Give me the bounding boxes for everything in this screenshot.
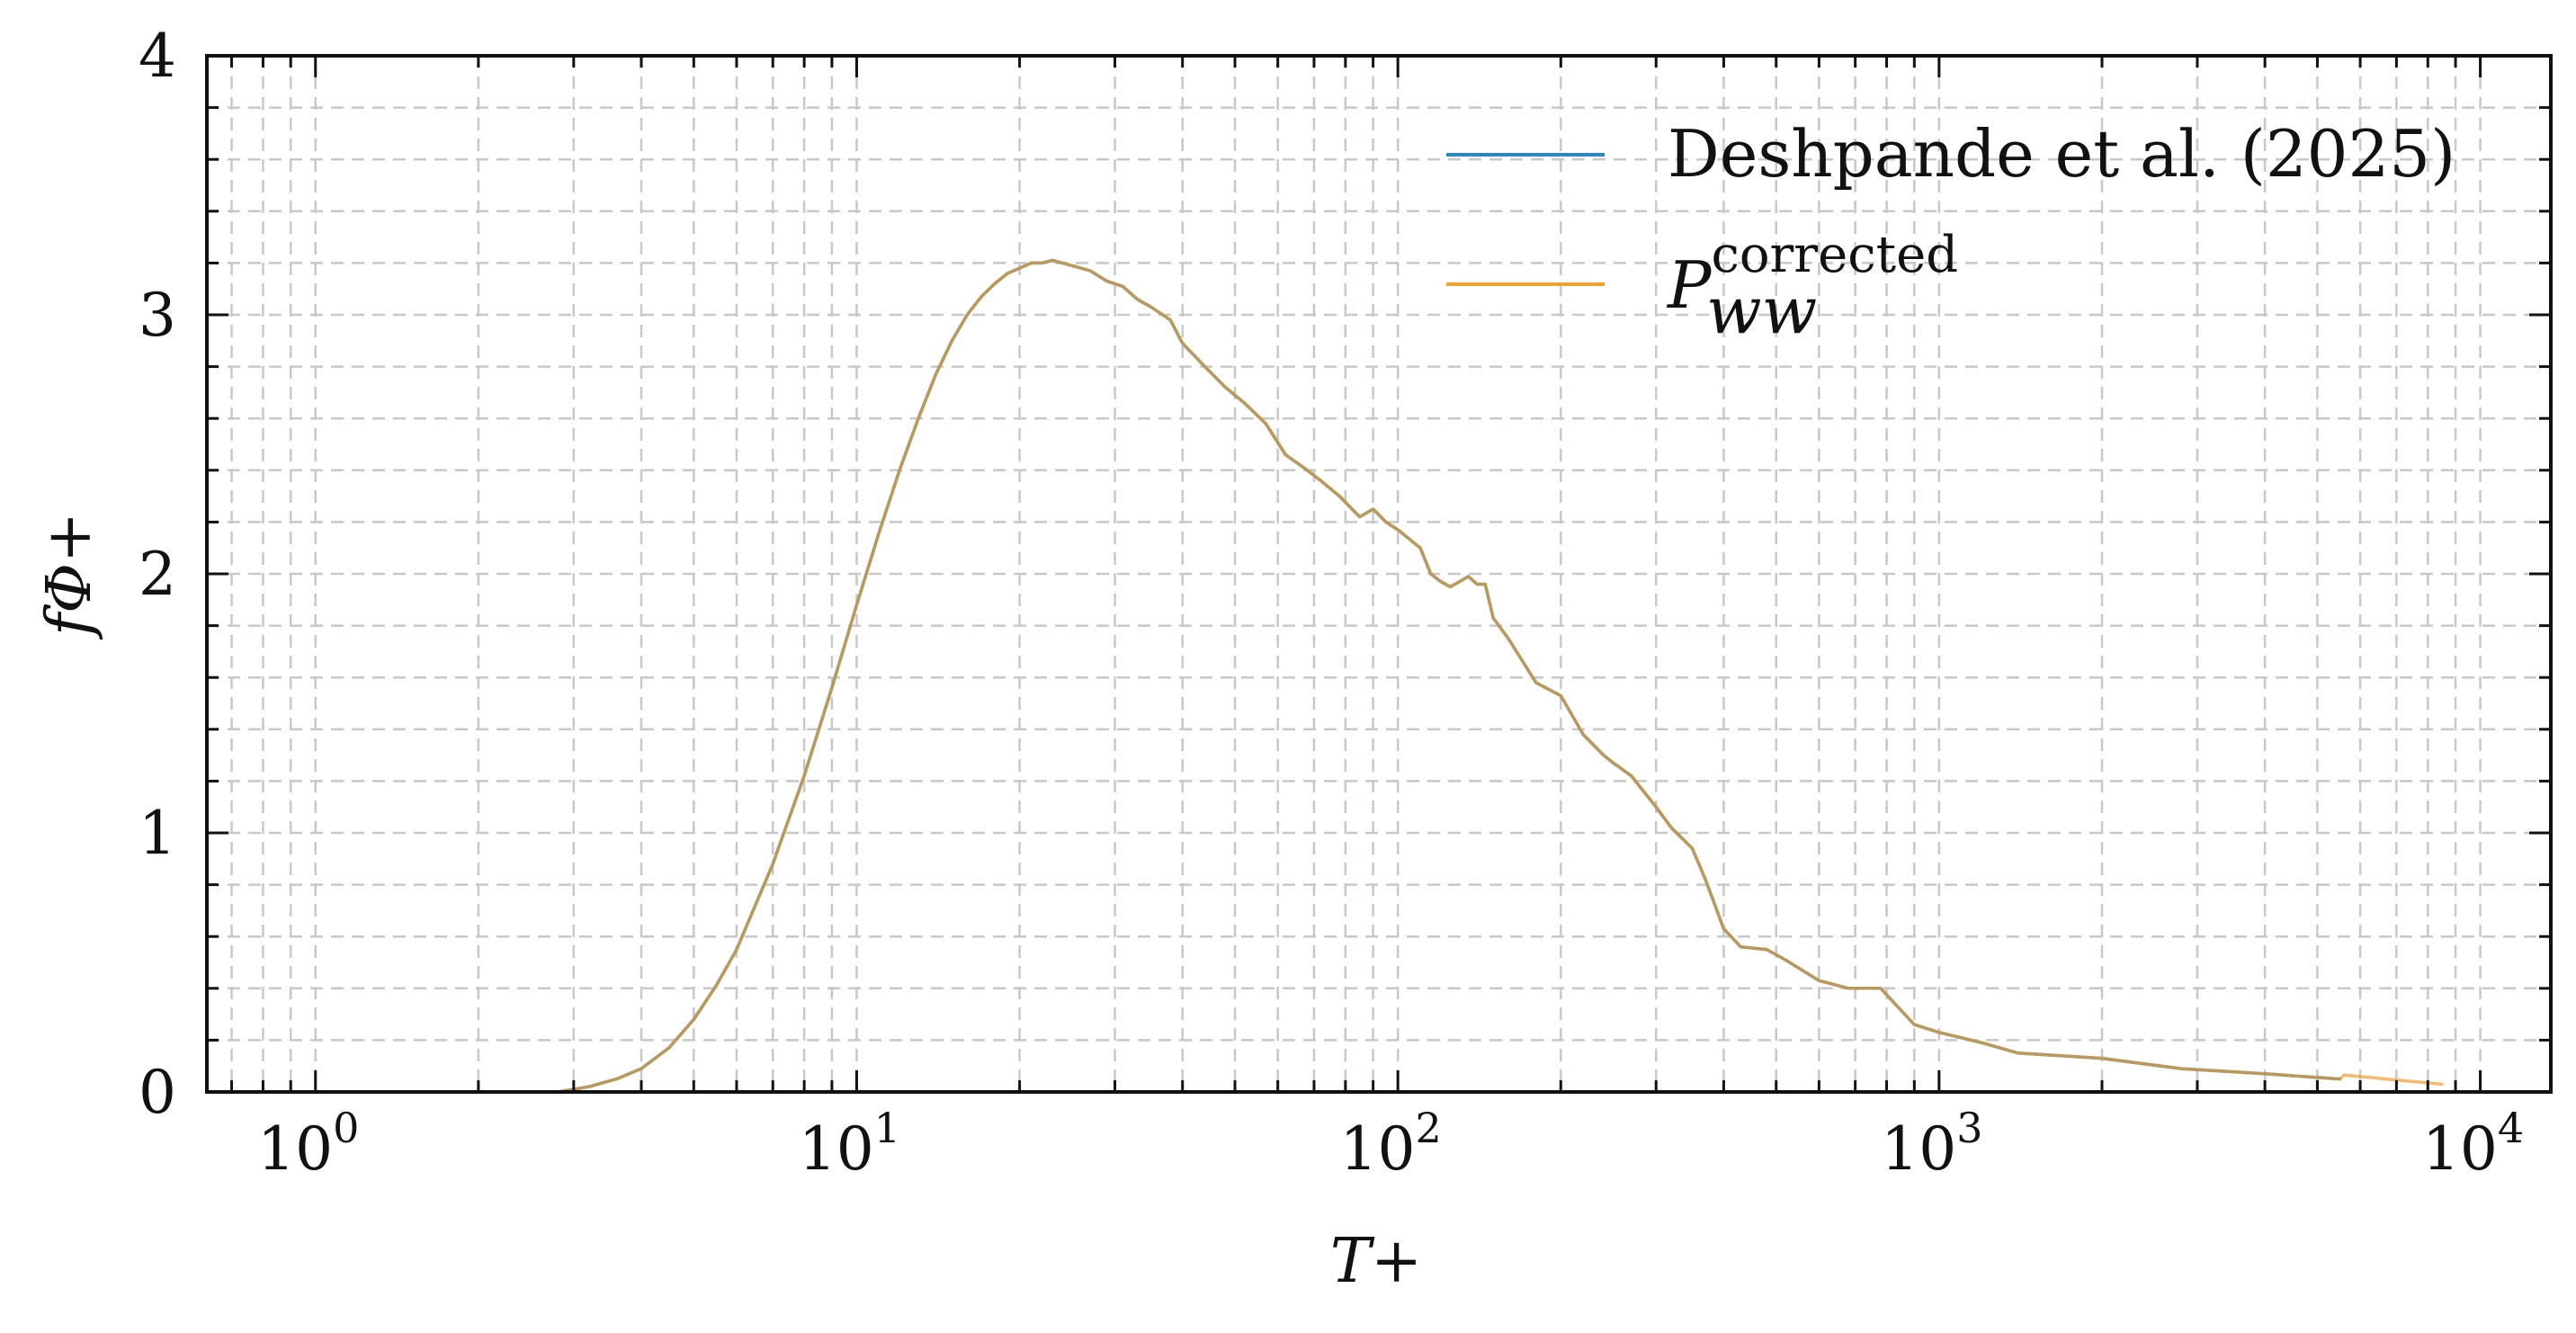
legend-label-corrected-sup: corrected	[1711, 226, 1958, 284]
y-tick-labels: 0 1 2 3 4	[139, 22, 176, 1127]
x-tick-labels: 100 101 102 103 104	[257, 1104, 2524, 1184]
x-tick-label-base: 10	[2422, 1114, 2498, 1184]
y-tick-label: 3	[139, 281, 176, 350]
x-tick-label-exponent: 1	[874, 1104, 900, 1152]
series-line-deshpande	[205, 258, 2342, 1094]
legend-label-corrected: Pcorrected	[1666, 226, 1958, 323]
x-tick-label-exponent: 4	[2498, 1104, 2524, 1152]
x-tick-label: 104	[2422, 1104, 2524, 1184]
series-layer	[205, 258, 2444, 1094]
legend: Deshpande et al. (2025) Pcorrected ww	[1446, 116, 2455, 348]
x-tick-label: 100	[257, 1104, 359, 1184]
legend-label-deshpande: Deshpande et al. (2025)	[1668, 116, 2455, 192]
y-tick-label: 1	[139, 799, 176, 868]
x-tick-label: 102	[1340, 1104, 1442, 1184]
x-axis-label: T+	[1330, 1226, 1422, 1297]
x-tick-label-exponent: 0	[333, 1104, 359, 1152]
x-tick-label-exponent: 2	[1416, 1104, 1442, 1152]
y-tick-label: 4	[139, 22, 176, 91]
x-tick-label: 101	[799, 1104, 900, 1184]
x-tick-label-base: 10	[799, 1114, 874, 1184]
x-tick-label-base: 10	[1881, 1114, 1956, 1184]
x-tick-label: 103	[1881, 1104, 1982, 1184]
legend-label-corrected-main: P	[1666, 247, 1713, 323]
grid	[207, 56, 2551, 1092]
x-tick-label-base: 10	[257, 1114, 333, 1184]
series-line-corrected	[205, 258, 2444, 1094]
y-axis-label: fΦ+	[34, 512, 105, 640]
x-tick-label-base: 10	[1340, 1114, 1416, 1184]
legend-label-corrected-sub: ww	[1706, 273, 1817, 348]
axis-ticks	[207, 54, 2551, 1094]
y-tick-label: 0	[139, 1058, 176, 1127]
y-tick-label: 2	[139, 540, 176, 609]
x-tick-label-exponent: 3	[1956, 1104, 1982, 1152]
